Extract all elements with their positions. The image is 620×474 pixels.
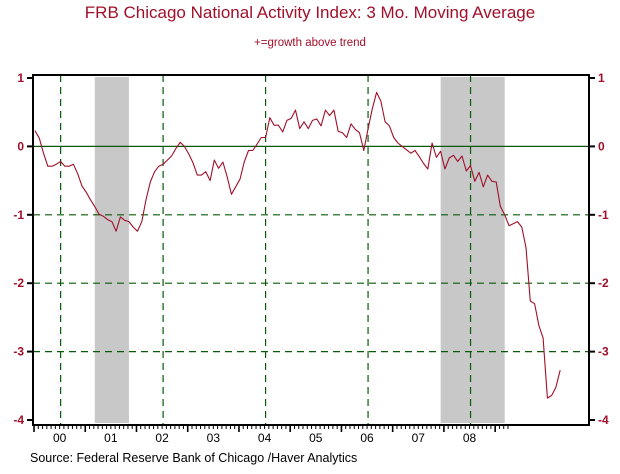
xtick-label: 05 xyxy=(309,431,323,445)
chart-subtitle: +=growth above trend xyxy=(254,37,366,49)
xtick-label: 06 xyxy=(360,431,374,445)
ytick-label-right: -4 xyxy=(598,413,609,427)
ytick-label-left: -2 xyxy=(13,276,24,290)
ytick-label-left: 1 xyxy=(17,71,24,85)
ytick-label-right: 1 xyxy=(598,71,605,85)
ytick-label-right: -1 xyxy=(598,208,609,222)
axes: 1 10 0-1 -1-2 -2-3 -3-4 -400 01 02 03 04 05 06 07 08 xyxy=(13,71,609,445)
recession-shade-1 xyxy=(440,77,505,423)
plot-frame xyxy=(32,74,590,426)
xtick-label: 01 xyxy=(104,431,118,445)
gridlines xyxy=(33,75,589,425)
ytick-label-right: 0 xyxy=(598,139,605,153)
ytick-label-left: -3 xyxy=(13,345,24,359)
recession-shading xyxy=(94,77,505,423)
ytick-label-left: 0 xyxy=(17,139,24,153)
chart-title: FRB Chicago National Activity Index: 3 M… xyxy=(84,3,536,22)
xtick-label: 02 xyxy=(155,431,169,445)
source-note: Source: Federal Reserve Bank of Chicago … xyxy=(30,451,358,465)
recession-shade-0 xyxy=(94,77,129,423)
series-group xyxy=(34,91,561,399)
ytick-label-left: -1 xyxy=(13,208,24,222)
xtick-label: 00 xyxy=(53,431,67,445)
xtick-label: 04 xyxy=(258,431,272,445)
xtick-label: 03 xyxy=(207,431,221,445)
ytick-label-left: -4 xyxy=(13,413,24,427)
xtick-label: 08 xyxy=(463,431,477,445)
ytick-label-right: -3 xyxy=(598,345,609,359)
ytick-label-right: -2 xyxy=(598,276,609,290)
series-line-0 xyxy=(34,91,561,399)
xtick-label: 07 xyxy=(412,431,426,445)
